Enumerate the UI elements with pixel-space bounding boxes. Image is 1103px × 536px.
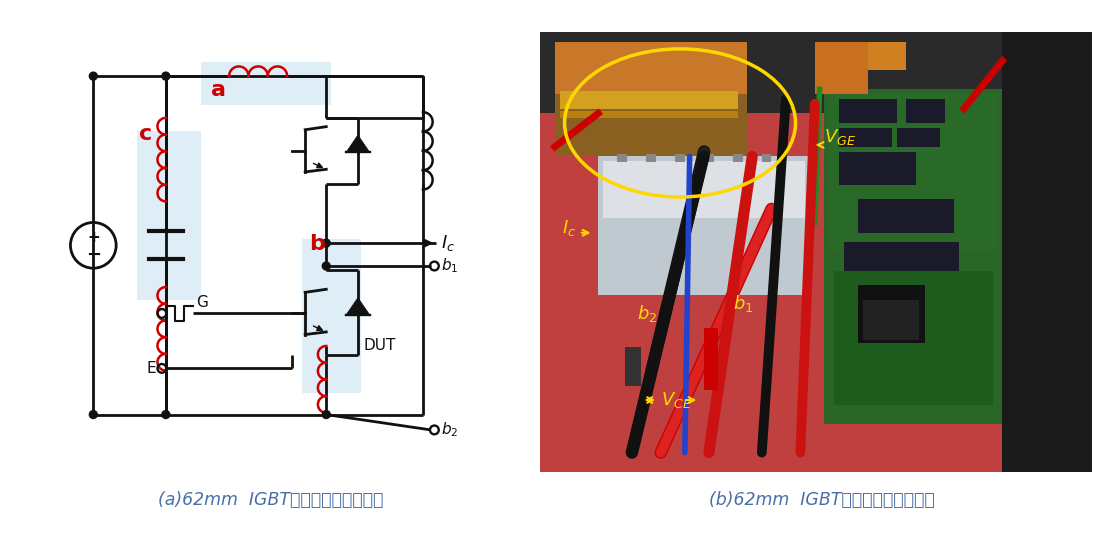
Bar — [815, 42, 868, 94]
FancyBboxPatch shape — [137, 131, 201, 300]
Circle shape — [162, 72, 170, 80]
Bar — [704, 154, 714, 162]
Text: $b_2$: $b_2$ — [441, 421, 459, 440]
Bar — [834, 271, 993, 405]
Circle shape — [89, 411, 97, 419]
Text: −: − — [86, 246, 100, 264]
Bar — [858, 285, 925, 343]
Bar — [559, 110, 738, 118]
Circle shape — [89, 72, 97, 80]
Bar — [1003, 32, 1092, 472]
Text: $I_c$: $I_c$ — [441, 233, 456, 253]
FancyBboxPatch shape — [302, 239, 362, 392]
Bar — [897, 128, 940, 147]
Bar — [555, 42, 748, 157]
Text: +: + — [87, 230, 99, 245]
Bar — [625, 347, 641, 386]
Bar — [868, 42, 907, 70]
Text: (a)62mm  IGBT模块主功率测试回路: (a)62mm IGBT模块主功率测试回路 — [158, 491, 383, 509]
Text: $V_{GE}$: $V_{GE}$ — [824, 127, 856, 147]
Bar — [603, 161, 805, 219]
Text: c: c — [139, 124, 152, 144]
Bar — [863, 300, 919, 340]
Bar — [829, 94, 997, 252]
Bar — [618, 154, 628, 162]
Circle shape — [162, 411, 170, 419]
Text: $b_2$: $b_2$ — [636, 303, 657, 324]
Bar — [858, 199, 954, 233]
Bar — [540, 32, 1092, 114]
Bar — [603, 161, 805, 219]
Polygon shape — [346, 135, 370, 152]
FancyBboxPatch shape — [201, 62, 331, 105]
Bar — [839, 99, 897, 123]
Text: $V_{CE}$: $V_{CE}$ — [661, 390, 692, 410]
Text: b: b — [309, 234, 324, 254]
Text: DUT: DUT — [363, 338, 396, 353]
Bar — [762, 154, 771, 162]
Bar — [844, 242, 960, 271]
Text: $b_1$: $b_1$ — [441, 257, 459, 276]
Circle shape — [322, 239, 330, 247]
Polygon shape — [346, 297, 370, 315]
Bar — [839, 152, 915, 185]
Bar — [824, 90, 1003, 424]
Text: a: a — [211, 80, 226, 100]
Text: $b_1$: $b_1$ — [733, 293, 753, 314]
Bar — [907, 99, 944, 123]
Circle shape — [322, 411, 330, 419]
Bar — [733, 154, 742, 162]
Bar — [555, 42, 748, 94]
Bar — [559, 92, 738, 109]
Bar — [675, 154, 685, 162]
Bar — [704, 371, 718, 390]
Text: E: E — [147, 361, 157, 376]
Bar — [646, 154, 656, 162]
Text: $I_c$: $I_c$ — [561, 218, 576, 238]
Circle shape — [322, 262, 330, 270]
Bar — [598, 157, 810, 295]
Text: (b)62mm  IGBT模块测试电路示意图: (b)62mm IGBT模块测试电路示意图 — [709, 491, 934, 509]
Text: G: G — [195, 295, 207, 310]
Bar — [704, 329, 718, 371]
Bar — [839, 128, 891, 147]
